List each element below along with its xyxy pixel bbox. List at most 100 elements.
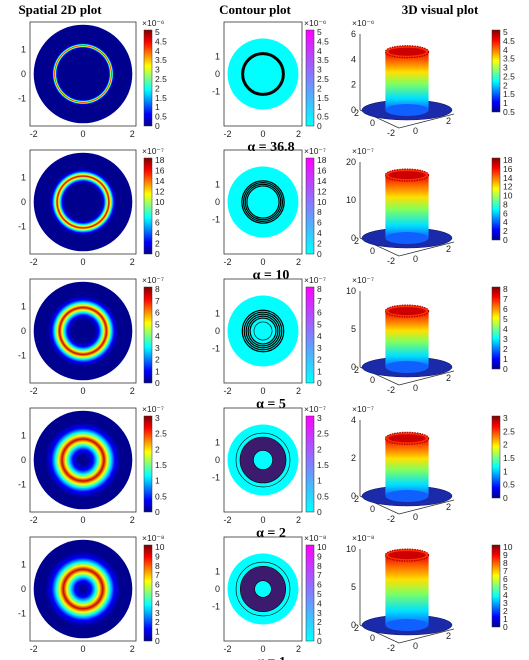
colorbar-tick-label: 0 [503,364,508,374]
y-tick-label: -1 [18,351,26,361]
colorbar-tick-label: 0 [317,507,322,517]
colorbar-tick-label: 0.5 [155,491,167,501]
plot-frame-2d [29,278,137,384]
colorbar-tick-label: 1.5 [503,453,515,463]
colorbar-tick-label: 4 [155,46,160,56]
colorbar-tick-label: 3 [503,413,508,423]
spatial-field-disk [33,24,133,124]
colorbar-tick-label: 14 [317,176,327,186]
colorbar-tick-label: 4 [503,45,508,55]
z-tick-label: 10 [346,286,356,296]
colorbar-tick-label: 1.5 [317,460,329,470]
colorbar-tick-label: 2 [317,83,322,93]
z-tick-label: 2 [351,453,356,463]
colorbar-tick-label: 5 [317,27,322,37]
colorbar-tick-label: 12 [317,186,327,196]
colorbar-tick-label: 4 [317,46,322,56]
spatial-field-disk [33,410,133,510]
axis3d-tick-label: 2 [446,631,451,641]
x-tick-label: 0 [80,257,85,267]
x-tick-label: -2 [224,257,232,267]
x-tick-label: 0 [80,644,85,654]
axis3d-tick-label: 0 [370,504,375,514]
colorbar-tick-label: 3 [155,65,160,75]
axis3d-tick-label: 0 [413,383,418,393]
colorbar-tick-label: 3 [155,608,160,618]
z-tick-label: 0 [351,362,356,372]
axis3d-tick-label: -2 [387,643,395,653]
y-tick-label: -1 [212,602,220,612]
axis3d-tick-label: 2 [354,494,359,504]
colorbar-tick-label: 8 [155,284,160,294]
colorbar-tick-label: 9 [155,551,160,561]
x-tick-label: 2 [296,129,301,139]
colorbar-tick-label: 0 [317,249,322,259]
colorbar-tick-label: 6 [155,308,160,318]
figure-rows: -2 0 210-1×10⁻⁶00.511.522.533.544.55-2 0 210… [18,18,515,660]
colorbar-tick-label: 18 [155,155,165,165]
y-tick-label: 1 [215,566,220,576]
y-axis-3d [398,370,455,386]
colorbar-tick-label: 2 [155,355,160,365]
y-tick-label: 0 [21,69,26,79]
row-1: -2 0 210-1×10⁻⁶00.511.522.533.544.55-2 0 210… [18,18,515,155]
colorbar-2d [143,286,153,384]
y-tick-label: 0 [215,197,220,207]
colorbar-tick-label: 10 [503,542,513,552]
axis3d-tick-label: 2 [354,365,359,375]
x-tick-label: 0 [80,515,85,525]
colorbar-scale-label: ×10⁻⁸ [142,533,165,543]
colorbar-tick-label: 8 [317,561,322,571]
axis3d-tick-label: 0 [413,254,418,264]
colorbar-tick-label: 1 [155,102,160,112]
z-scale-label: ×10⁻⁸ [352,533,375,543]
axis3d-tick-label: 0 [413,641,418,651]
axis3d-tick-label: -2 [387,514,395,524]
colorbar-tick-label: 5 [155,319,160,329]
plot-frame-contour [223,407,303,513]
colorbar-tick-label: 14 [155,176,165,186]
z-tick-label: 0 [351,105,356,115]
colorbar-tick-label: 5 [503,314,508,324]
colorbar-2d [143,415,153,513]
colorbar-tick-label: 0.5 [317,112,329,122]
colorbar-3d [491,157,501,241]
y-tick-label: -1 [18,480,26,490]
surface-ring-inner [388,307,426,316]
colorbar-tick-label: 1 [155,366,160,376]
y-tick-label: 1 [215,437,220,447]
colorbar-tick-label: 4 [503,324,508,334]
colorbar-tick-label: 0 [155,507,160,517]
x-tick-label: 2 [130,257,135,267]
z-tick-label: 4 [351,415,356,425]
surface-ring-wall [385,175,429,238]
contour-level-line [247,315,279,347]
colorbar-tick-label: 8 [503,284,508,294]
colorbar-scale-label: ×10⁻⁷ [304,146,326,156]
y-tick-label: 1 [21,44,26,54]
y-tick-label: 0 [21,197,26,207]
colorbar-tick-label: 6 [317,308,322,318]
colorbar-tick-label: 1 [317,627,322,637]
colorbar-2d [143,157,153,255]
x-tick-label: -2 [224,644,232,654]
colorbar-tick-label: 14 [503,173,513,183]
row-4: -2 0 210-1×10⁻⁷00.511.522.53-2 0 210-1×10⁻⁷0… [18,404,515,541]
y-tick-label: 0 [215,69,220,79]
colorbar-tick-label: 6 [155,218,160,228]
contour-level-line [244,183,282,221]
z-tick-label: 6 [351,29,356,39]
colorbar-2d [143,544,153,642]
contour-level-line [245,313,281,349]
colorbar-3d [491,29,501,113]
colorbar-tick-label: 6 [317,580,322,590]
axis3d-tick-label: 2 [446,502,451,512]
y-tick-label: 1 [21,301,26,311]
contour-level-line [253,321,273,341]
colorbar-tick-label: 3 [155,343,160,353]
colorbar-tick-label: 0 [317,378,322,388]
z-tick-label: 0 [351,233,356,243]
axis3d-tick-label: 2 [446,244,451,254]
colorbar-tick-label: 0.5 [503,480,515,490]
